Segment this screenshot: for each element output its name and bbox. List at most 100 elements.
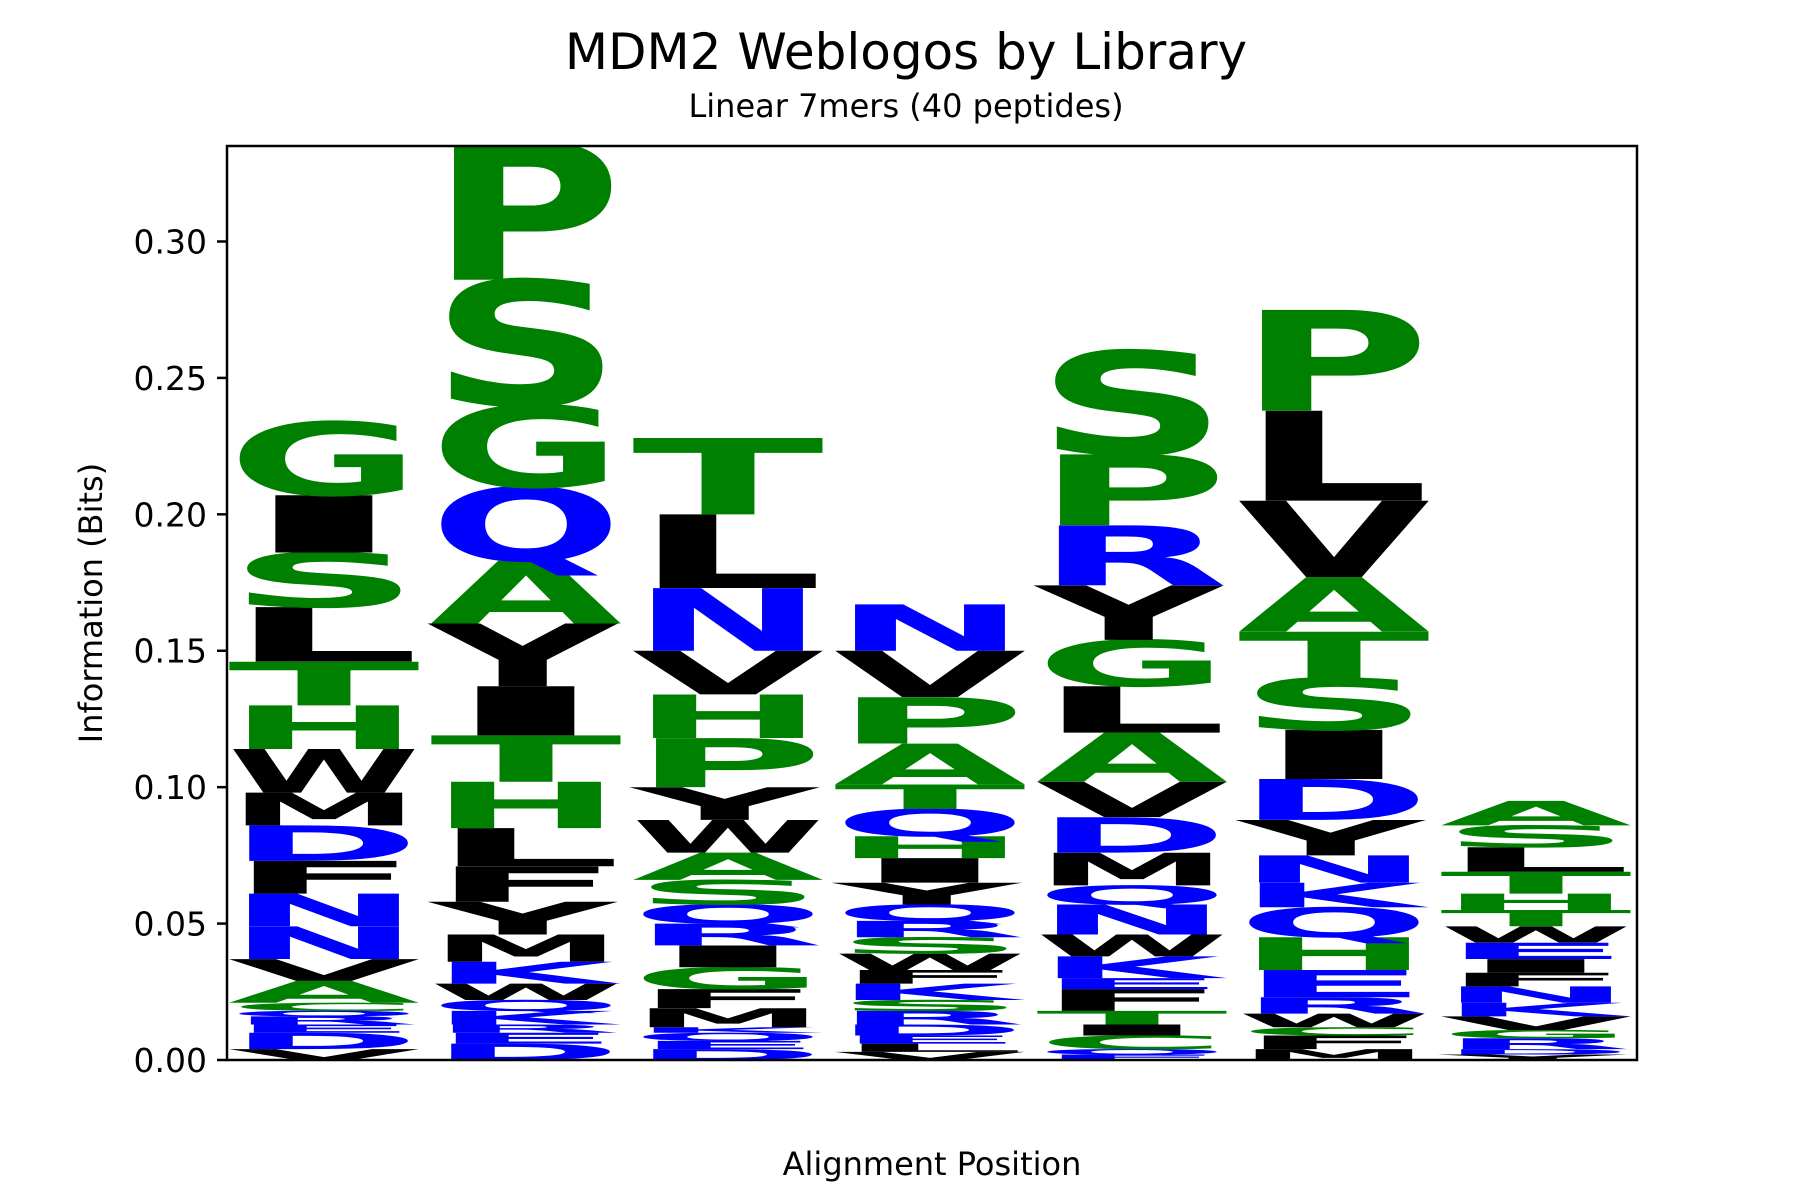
logo-letter-c: C <box>1036 1032 1228 1054</box>
logo-letter-h: H <box>1440 889 1632 915</box>
logo-letter-m: M <box>228 784 420 836</box>
logo-letter-f: F <box>1440 969 1632 991</box>
logo-letter-r: R <box>834 916 1026 942</box>
logo-letter-s: S <box>632 873 824 912</box>
logo-letter-h: H <box>632 682 824 752</box>
logo-letter-l: L <box>430 818 622 879</box>
chart-title: MDM2 Weblogos by Library <box>565 23 1247 81</box>
logo-letter-w: W <box>632 811 824 863</box>
logo-letter-h: H <box>228 693 420 763</box>
logo-letter-i: I <box>632 940 824 975</box>
logo-letter-i: I <box>1036 1022 1228 1039</box>
logo-letter-y: Y <box>831 877 1022 912</box>
logo-letter-f: F <box>1238 1032 1430 1054</box>
logo-letter-n: N <box>228 918 420 970</box>
logo-letter-y: Y <box>427 893 618 945</box>
logo-letter-t: T <box>632 418 824 540</box>
logo-letter-p: P <box>834 685 1026 759</box>
logo-letter-v: V <box>632 639 824 709</box>
logo-letter-h: H <box>834 830 1026 865</box>
logo-letter-l: L <box>228 592 420 679</box>
logo-letter-r: R <box>228 1014 420 1027</box>
logo-letter-d: D <box>1440 1048 1632 1057</box>
logo-letter-q: Q <box>632 1031 824 1044</box>
chart-subtitle: Linear 7mers (40 peptides) <box>688 87 1123 125</box>
logo-letter-f: F <box>834 966 1026 988</box>
logo-letter-t: T <box>834 778 1026 817</box>
logo-letter-i: I <box>1238 717 1430 795</box>
logo-letter-y: Y <box>629 778 820 830</box>
logo-letter-m: M <box>430 927 622 971</box>
logo-letter-q: Q <box>430 997 622 1014</box>
logo-letter-t: T <box>1440 866 1632 901</box>
y-tick-label: 0.05 <box>134 905 207 944</box>
logo-letter-a: A <box>1036 719 1228 797</box>
logo-letter-e: E <box>834 1033 1026 1046</box>
logo-letter-e: E <box>1036 1053 1228 1062</box>
logo-letter-n: N <box>228 885 420 937</box>
logo-letter-c: C <box>1238 1025 1430 1038</box>
logo-letter-w: W <box>834 949 1026 975</box>
logo-letter-e: E <box>228 1022 420 1035</box>
logo-letter-d: D <box>228 1028 420 1054</box>
y-tick-label: 0.25 <box>134 359 207 398</box>
logo-letter-s: S <box>1440 819 1632 854</box>
logo-letter-d: D <box>632 1046 824 1063</box>
logo-letter-k: K <box>834 979 1025 1005</box>
logo-letter-p: P <box>430 103 622 325</box>
logo-letter-f: F <box>632 984 824 1014</box>
logo-letter-e: E <box>632 1039 824 1052</box>
y-axis-ticks: 0.00 0.05 0.10 0.15 0.20 0.25 0.30 <box>134 222 227 1080</box>
logo-letter-q: Q <box>834 900 1026 926</box>
logo-letter-n: N <box>1036 896 1228 944</box>
logo-letter-k: K <box>430 956 622 991</box>
logo-letter-s: S <box>228 538 420 625</box>
logo-letter-q: Q <box>834 802 1026 845</box>
logo-letter-h: H <box>1238 928 1430 980</box>
logo-letter-s: S <box>1036 323 1228 488</box>
logo-letter-d: D <box>834 1022 1026 1039</box>
logo-letter-i: I <box>1440 955 1632 977</box>
logo-letter-l: L <box>1238 387 1430 531</box>
logo-letter-w: W <box>1440 922 1632 948</box>
logo-letter-g: G <box>1440 1028 1632 1041</box>
logo-letter-m: M <box>632 1003 824 1033</box>
logo-letter-q: Q <box>632 899 824 929</box>
logo-letter-r: R <box>632 918 824 953</box>
y-tick-label: 0.30 <box>134 222 207 261</box>
y-tick-label: 0.10 <box>134 768 207 807</box>
logo-letter-y: Y <box>1033 571 1224 658</box>
logo-letter-q: Q <box>1238 899 1430 947</box>
logo-letter-a: A <box>228 975 420 1010</box>
y-tick-label: 0.15 <box>134 632 207 671</box>
logo-letter-n: N <box>1238 848 1430 892</box>
logo-letter-s: S <box>834 933 1026 959</box>
logo-letter-d: D <box>228 816 420 872</box>
logo-letter-i: I <box>834 852 1026 891</box>
logo-letter-w: W <box>1036 929 1228 964</box>
logo-letter-i: I <box>430 673 622 751</box>
logo-letter-q: Q <box>1036 1048 1228 1057</box>
logo-letter-e: E <box>1238 963 1430 1006</box>
logo-letter-n: N <box>1440 982 1632 1008</box>
logo-letter-a: A <box>834 733 1026 798</box>
logo-letter-g: G <box>632 961 824 996</box>
logo-letter-w: W <box>1238 1010 1430 1032</box>
logo-letter-p: P <box>1036 435 1228 548</box>
logo-letters: VDERQCAVNNFDMWHTLSIGDERKQWKMYFLHTIYAQGSP… <box>228 103 1632 1065</box>
logo-letter-e: E <box>430 1030 622 1047</box>
logo-letter-l: L <box>1036 674 1228 748</box>
logo-letter-r: R <box>1440 1035 1632 1052</box>
logo-letter-v: V <box>1440 1013 1632 1035</box>
logo-letter-w: W <box>228 737 420 807</box>
logo-letter-s: S <box>430 246 622 446</box>
logo-letter-y: Y <box>1235 811 1427 867</box>
y-tick-label: 0.00 <box>134 1041 207 1080</box>
logo-letter-r: R <box>1238 993 1430 1019</box>
plot-frame <box>225 144 1639 1062</box>
logo-letter-y: Y <box>1437 1053 1628 1062</box>
logo-letter-l: L <box>632 494 824 612</box>
logo-letter-k: K <box>632 1026 824 1035</box>
logo-letter-d: D <box>430 1039 622 1065</box>
